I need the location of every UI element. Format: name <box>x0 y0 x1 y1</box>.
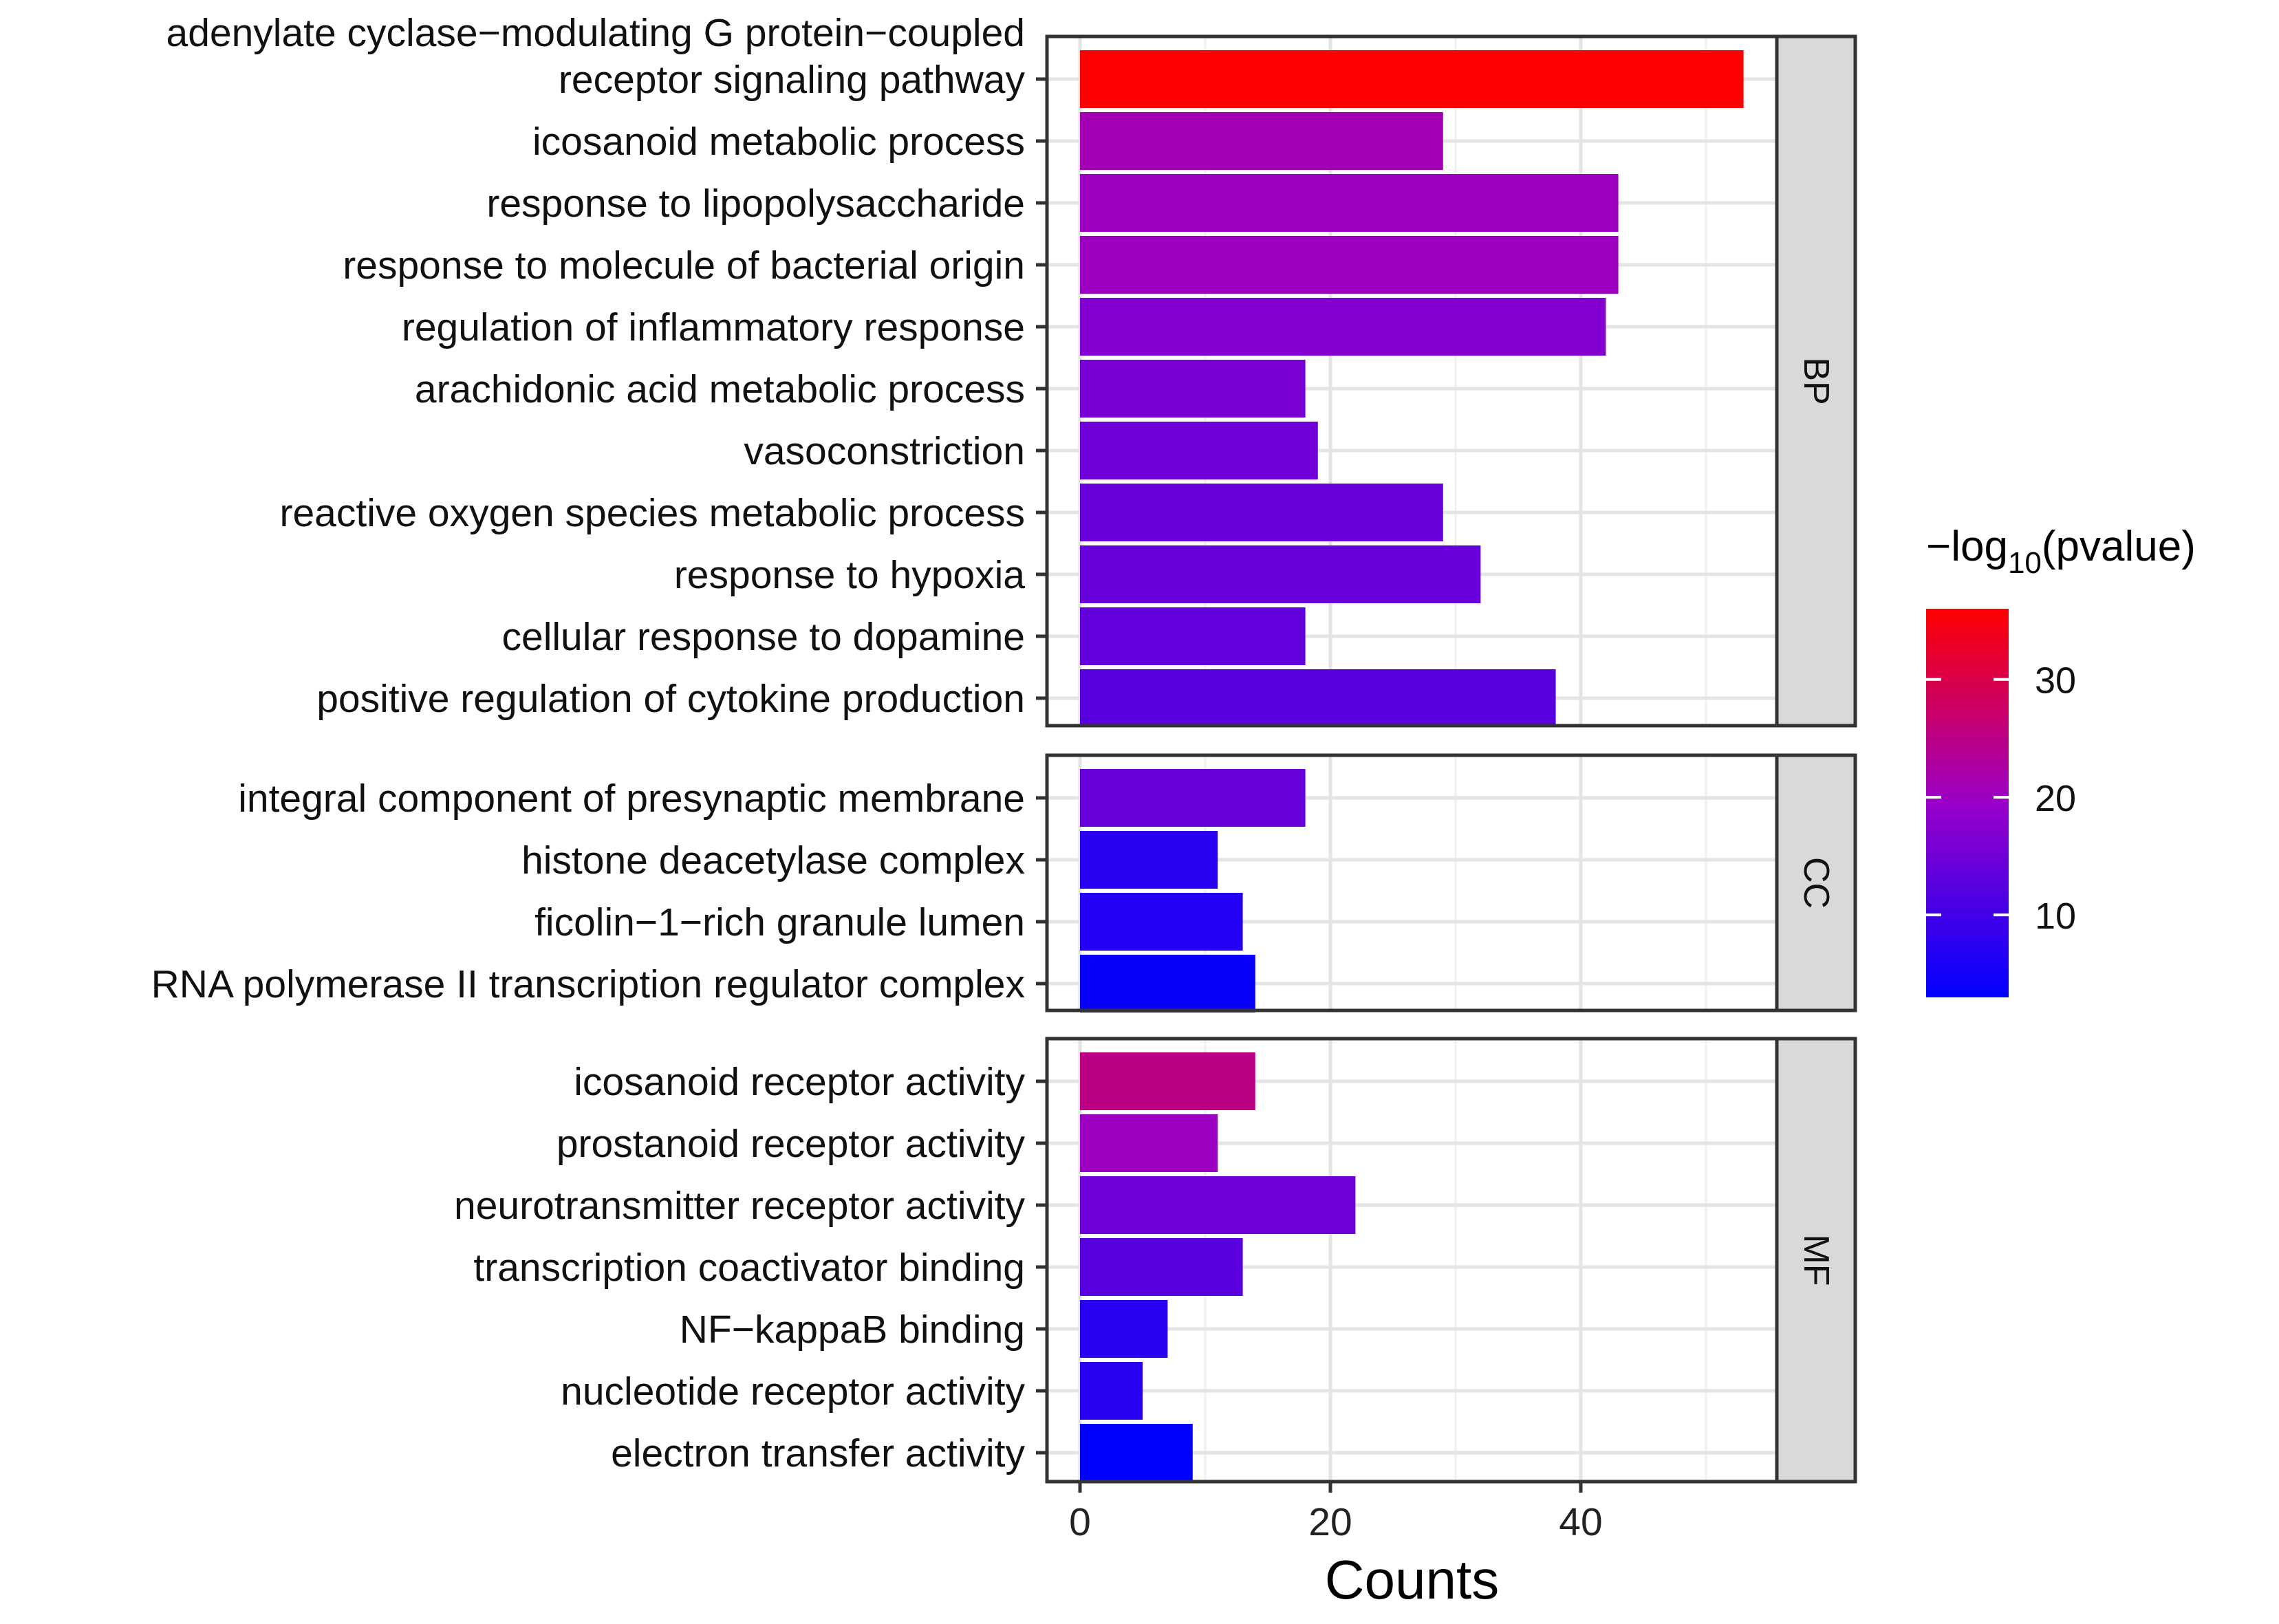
bar-bp-5[interactable] <box>1080 360 1306 418</box>
category-label: nucleotide receptor activity <box>561 1369 1025 1414</box>
bar-mf-4[interactable] <box>1080 1300 1168 1358</box>
category-label: neurotransmitter receptor activity <box>454 1184 1025 1228</box>
category-label: icosanoid receptor activity <box>574 1060 1025 1104</box>
category-label: prostanoid receptor activity <box>557 1122 1026 1166</box>
bar-bp-0[interactable] <box>1080 50 1744 108</box>
x-tick-label: 40 <box>1559 1500 1602 1544</box>
facet-strip <box>1775 1037 1857 1484</box>
category-label: response to lipopolysaccharide <box>486 182 1025 226</box>
category-label: adenylate cyclase−modulating G protein−c… <box>166 11 1026 55</box>
bar-bp-9[interactable] <box>1080 607 1306 665</box>
category-label: icosanoid metabolic process <box>532 120 1025 164</box>
panel-cc: integral component of presynaptic membra… <box>151 753 1857 1013</box>
legend-tick-label: 10 <box>2035 896 2076 937</box>
facet-strip-label: CC <box>1796 857 1836 909</box>
panel-bp: adenylate cyclase−modulating G protein−c… <box>166 11 1857 728</box>
bar-cc-3[interactable] <box>1080 955 1255 1013</box>
legend-tick-label: 30 <box>2035 660 2076 702</box>
category-label: electron transfer activity <box>611 1431 1025 1475</box>
bar-mf-6[interactable] <box>1080 1424 1193 1482</box>
bar-mf-3[interactable] <box>1080 1238 1243 1296</box>
category-label: transcription coactivator binding <box>473 1246 1025 1290</box>
legend-title-subscript: 10 <box>2008 546 2042 580</box>
category-label: regulation of inflammatory response <box>402 305 1025 349</box>
facet-strip-label: MF <box>1796 1234 1836 1286</box>
category-label: response to molecule of bacterial origin <box>343 243 1025 288</box>
bar-bp-1[interactable] <box>1080 112 1443 170</box>
category-label: response to hypoxia <box>674 553 1025 597</box>
legend-tick-label: 20 <box>2035 778 2076 819</box>
category-label: cellular response to dopamine <box>502 615 1025 659</box>
bar-bp-10[interactable] <box>1080 669 1556 727</box>
category-label: arachidonic acid metabolic process <box>415 367 1025 411</box>
color-legend: −log10(pvalue) 10 20 30 <box>1926 523 2196 997</box>
facet-strip-label: BP <box>1796 357 1836 404</box>
category-label: receptor signaling pathway <box>559 58 1026 102</box>
legend-title: −log10(pvalue) <box>1926 523 2196 580</box>
bar-mf-5[interactable] <box>1080 1362 1143 1420</box>
bar-cc-1[interactable] <box>1080 831 1218 889</box>
bar-mf-0[interactable] <box>1080 1052 1255 1110</box>
category-label: NF−kappaB binding <box>680 1308 1025 1352</box>
bar-cc-0[interactable] <box>1080 769 1306 827</box>
bar-bp-7[interactable] <box>1080 484 1443 541</box>
bar-mf-1[interactable] <box>1080 1114 1218 1172</box>
panel-mf: icosanoid receptor activity prostanoid re… <box>454 1037 1857 1484</box>
x-tick-label: 20 <box>1308 1500 1352 1544</box>
facet-strip <box>1775 753 1857 1013</box>
category-label: histone deacetylase complex <box>521 838 1025 883</box>
x-axis-title: Counts <box>1325 1549 1499 1610</box>
legend-colorbar <box>1926 609 2009 997</box>
category-label: reactive oxygen species metabolic proces… <box>279 491 1025 535</box>
category-label: ficolin−1−rich granule lumen <box>534 900 1025 944</box>
facet-strip <box>1775 34 1857 728</box>
bar-bp-4[interactable] <box>1080 298 1606 356</box>
category-label: RNA polymerase II transcription regulato… <box>151 962 1025 1006</box>
x-tick-label: 0 <box>1069 1500 1091 1544</box>
category-label: integral component of presynaptic membra… <box>238 777 1025 821</box>
bar-bp-3[interactable] <box>1080 236 1619 294</box>
bar-cc-2[interactable] <box>1080 893 1243 951</box>
bar-bp-8[interactable] <box>1080 545 1481 603</box>
category-label: positive regulation of cytokine producti… <box>316 677 1025 721</box>
bar-bp-6[interactable] <box>1080 422 1318 479</box>
bar-mf-2[interactable] <box>1080 1176 1356 1234</box>
category-label: vasoconstriction <box>744 429 1025 473</box>
bar-bp-2[interactable] <box>1080 174 1619 232</box>
